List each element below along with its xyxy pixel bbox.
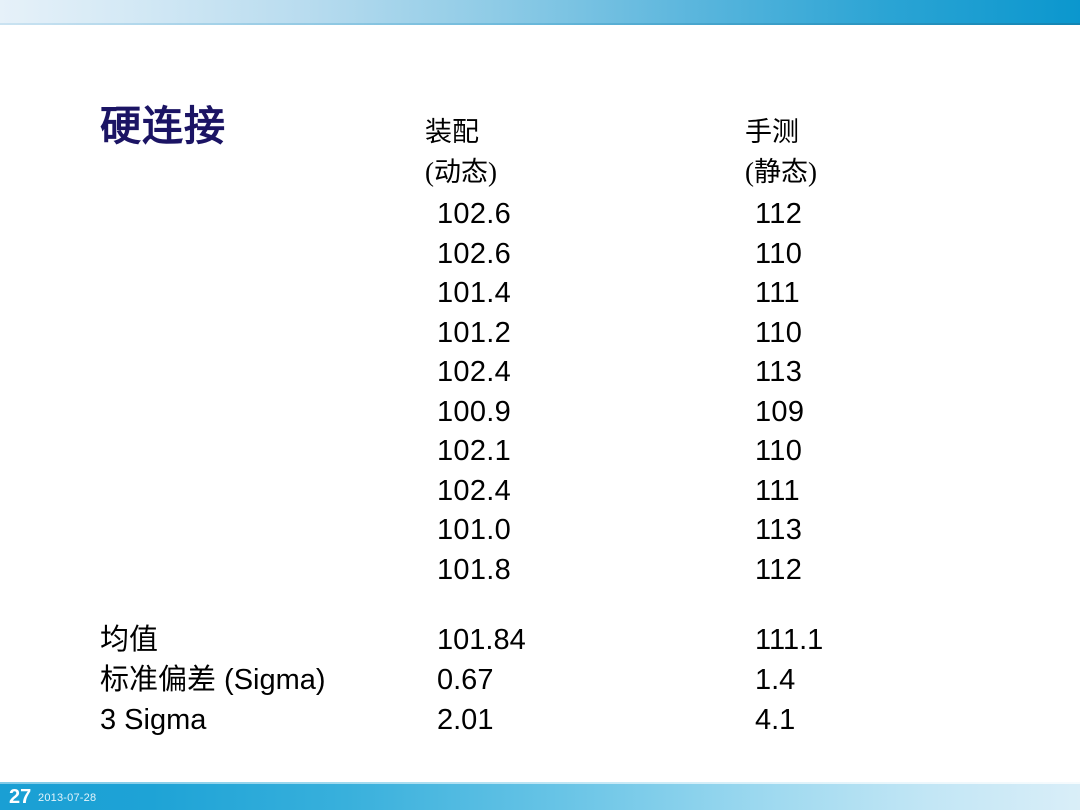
summary-value-manual: 4.1 xyxy=(755,704,796,736)
summary-block: 均值 101.84 111.1 标准偏差 (Sigma) 0.67 1.4 3 … xyxy=(0,620,1080,740)
column-header-manual-sub: (静态) xyxy=(745,157,817,187)
table-cell: 109 xyxy=(755,395,805,428)
table-cell: 110 xyxy=(755,237,803,270)
summary-row-three-sigma: 3 Sigma 2.01 4.1 xyxy=(0,700,1080,740)
column-header-assembly-main: 装配 xyxy=(425,117,479,147)
column-header-assembly: 装配 (动态) xyxy=(425,112,497,192)
table-cell: 100.9 xyxy=(437,395,512,428)
top-decorative-bar xyxy=(0,0,1080,25)
table-cell: 102.4 xyxy=(437,474,512,507)
summary-value-manual: 1.4 xyxy=(755,664,796,696)
table-cell: 101.8 xyxy=(437,553,512,586)
table-cell: 112 xyxy=(755,553,803,586)
summary-value-manual: 111.1 xyxy=(755,624,824,656)
column-header-assembly-sub: (动态) xyxy=(425,157,497,187)
summary-value-assembly: 0.67 xyxy=(437,664,494,696)
summary-value-assembly: 101.84 xyxy=(437,624,526,656)
data-column-assembly: 102.6 102.6 101.4 101.2 102.4 100.9 102.… xyxy=(437,195,511,590)
table-cell: 102.6 xyxy=(437,237,512,270)
table-cell: 102.1 xyxy=(437,435,512,467)
table-cell: 113 xyxy=(755,356,803,388)
column-header-manual: 手测 (静态) xyxy=(745,112,817,192)
table-cell: 110 xyxy=(755,435,803,467)
table-cell: 102.6 xyxy=(437,198,512,230)
table-cell: 110 xyxy=(755,316,803,349)
table-cell: 111 xyxy=(755,474,800,507)
summary-row-sigma: 标准偏差 (Sigma) 0.67 1.4 xyxy=(0,660,1080,700)
table-cell: 101.2 xyxy=(437,316,512,349)
table-cell: 101.0 xyxy=(437,514,512,546)
footer-date: 2013-07-28 xyxy=(38,792,97,804)
summary-row-mean: 均值 101.84 111.1 xyxy=(0,620,1080,660)
table-cell: 101.4 xyxy=(437,277,512,309)
page-title: 硬连接 xyxy=(100,103,226,149)
page-number: 27 xyxy=(9,786,32,808)
table-cell: 112 xyxy=(755,198,803,230)
footer-bar xyxy=(0,782,1080,810)
summary-value-assembly: 2.01 xyxy=(437,704,494,736)
summary-label: 3 Sigma xyxy=(100,704,207,736)
top-bar-edge-line xyxy=(0,23,1080,25)
table-cell: 113 xyxy=(755,514,803,546)
summary-label: 标准偏差 (Sigma) xyxy=(100,664,326,696)
data-column-manual: 112 110 111 110 113 109 110 111 113 112 xyxy=(755,195,804,590)
footer-edge-line xyxy=(0,782,1080,784)
table-cell: 102.4 xyxy=(437,356,512,388)
table-cell: 111 xyxy=(755,277,800,309)
summary-label: 均值 xyxy=(100,624,159,656)
column-header-manual-main: 手测 xyxy=(745,117,799,147)
